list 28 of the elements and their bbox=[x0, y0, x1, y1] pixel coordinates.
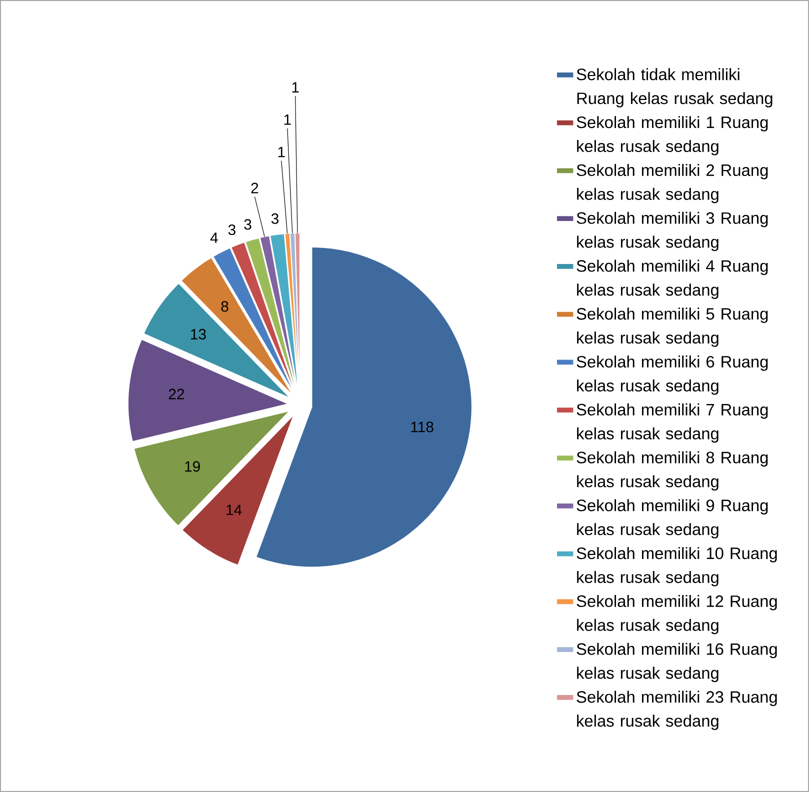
data-label: 1 bbox=[278, 146, 285, 158]
legend-label: Sekolah memiliki 2 Ruang kelas rusak sedang bbox=[576, 164, 768, 204]
data-label: 8 bbox=[221, 301, 228, 312]
legend-label: Sekolah memiliki 5 Ruang kelas rusak sedang bbox=[576, 308, 768, 347]
data-label: 2 bbox=[251, 182, 258, 194]
data-label: 118 bbox=[411, 422, 434, 432]
data-label: 22 bbox=[168, 388, 184, 400]
legend-label: Sekolah memiliki 10 Ruang kelas rusak sedang bbox=[576, 547, 777, 586]
data-label: 14 bbox=[226, 504, 242, 515]
legend-label: Sekolah memiliki 12 Ruang kelas rusak sedang bbox=[576, 594, 777, 634]
data-label: 13 bbox=[191, 328, 206, 340]
data-label: 3 bbox=[244, 219, 252, 230]
legend-label: Sekolah memiliki 23 Ruang kelas rusak sedang bbox=[576, 690, 777, 730]
data-label: 4 bbox=[210, 232, 218, 243]
data-label: 1 bbox=[284, 114, 291, 125]
legend-label: Sekolah memiliki 9 Ruang kelas rusak sedang bbox=[576, 499, 768, 538]
legend-label: Sekolah memiliki 8 Ruang kelas rusak sedang bbox=[576, 451, 768, 491]
legend-label: Sekolah memiliki 6 Ruang kelas rusak sedang bbox=[576, 356, 768, 395]
data-label: 3 bbox=[271, 213, 279, 224]
data-label: 19 bbox=[185, 461, 200, 472]
legend-label: Sekolah memiliki 1 Ruang kelas rusak sedang bbox=[576, 116, 768, 156]
legend-label: Sekolah memiliki 4 Ruang kelas rusak sedang bbox=[576, 260, 768, 299]
data-label: 3 bbox=[228, 224, 236, 236]
legend-label: Sekolah tidak memiliki Ruang kelas rusak sedang bbox=[576, 68, 772, 108]
legend-label: Sekolah memiliki 3 Ruang kelas rusak sedang bbox=[576, 212, 768, 252]
data-label: 1 bbox=[292, 82, 299, 92]
legend-label: Sekolah memiliki 7 Ruang kelas rusak sedang bbox=[576, 403, 768, 443]
legend-label: Sekolah memiliki 16 Ruang kelas rusak sedang bbox=[576, 642, 777, 682]
